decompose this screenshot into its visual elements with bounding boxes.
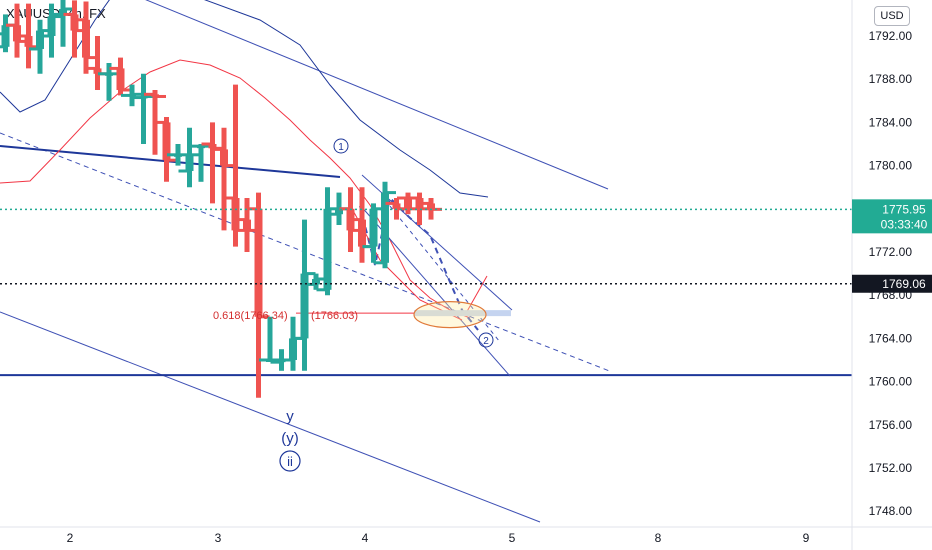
candle xyxy=(109,57,132,96)
time-tick-label: 2 xyxy=(67,531,74,545)
candle-body xyxy=(24,36,33,47)
candle-body xyxy=(392,203,401,209)
time-tick-label: 9 xyxy=(803,531,810,545)
candle-body xyxy=(231,198,240,231)
candle-body xyxy=(162,122,171,161)
channel-lower-line xyxy=(0,311,541,523)
target-zone-ellipse xyxy=(413,301,487,329)
candle-body xyxy=(300,273,309,339)
candle-body xyxy=(36,30,44,49)
price-tick-label: 1752.00 xyxy=(869,461,913,475)
candle-body xyxy=(427,203,435,210)
price-tick-label: 1748.00 xyxy=(869,504,913,518)
candle-body xyxy=(59,9,67,15)
wave-circle-1 xyxy=(333,138,349,154)
price-tick-label: 1780.00 xyxy=(869,159,913,173)
marked-price-label: 1769.06 xyxy=(882,277,926,291)
plot-area: 0.618(1766.34) (1766.03) y (y) ii 1 2 xyxy=(0,0,852,523)
candle xyxy=(155,117,178,182)
fib-label: 0.618(1766.34) xyxy=(213,310,288,322)
channel-upper-line xyxy=(145,0,609,190)
candle-body xyxy=(243,219,251,231)
candle-body xyxy=(185,154,194,171)
price-tick-label: 1772.00 xyxy=(869,245,913,259)
candle-body xyxy=(254,208,263,317)
candle-body xyxy=(208,144,217,149)
time-tick-label: 5 xyxy=(509,531,516,545)
candle xyxy=(132,73,155,144)
candle xyxy=(75,1,97,74)
current-price-tag xyxy=(852,199,932,234)
time-tick-label: 8 xyxy=(655,531,662,545)
candle-body xyxy=(323,208,332,290)
candle xyxy=(167,144,189,166)
price-axis: 1792.001788.001784.001780.001776.001772.… xyxy=(851,0,932,550)
candle-body xyxy=(220,149,228,166)
price-tick-label: 1792.00 xyxy=(869,29,913,43)
wave-label-1: 1 xyxy=(338,142,344,153)
candle xyxy=(17,3,40,69)
candle-body xyxy=(369,208,378,247)
wave-label-y-paren: (y) xyxy=(281,430,299,447)
currency-button[interactable]: USD xyxy=(874,6,910,26)
candle xyxy=(374,181,396,269)
price-tick-label: 1764.00 xyxy=(869,331,913,345)
target-arrow-up xyxy=(464,275,488,316)
candle-body xyxy=(289,338,297,360)
candle-body xyxy=(116,68,125,90)
candle-body xyxy=(1,25,10,47)
current-price-label: 1775.95 xyxy=(882,202,926,216)
candle-body xyxy=(47,16,56,36)
price-tick-label: 1756.00 xyxy=(869,418,913,432)
candle-body xyxy=(381,192,389,263)
countdown-label: 03:33:40 xyxy=(881,217,928,231)
fib-label-overlap: (1766.03) xyxy=(311,310,358,322)
candle-body xyxy=(415,198,424,209)
wave-label-y: y xyxy=(286,408,294,425)
minor-channel-mid xyxy=(384,199,501,343)
candle-body xyxy=(70,14,79,31)
price-tick-label: 1784.00 xyxy=(869,115,913,129)
fib-highlight-box xyxy=(414,310,511,317)
wave-label-2: 2 xyxy=(483,336,489,347)
wave-label-ii: ii xyxy=(287,454,293,469)
marked-price-tag xyxy=(852,274,932,293)
projected-wave-path xyxy=(359,196,479,331)
moving-average xyxy=(0,59,471,319)
candle-body xyxy=(358,219,366,247)
time-axis: 2 3 4 5 8 9 xyxy=(0,526,932,545)
time-tick-label: 3 xyxy=(215,531,222,545)
candle-body xyxy=(312,279,320,285)
candle-body xyxy=(335,208,343,215)
candle-body xyxy=(404,198,412,209)
candle-body xyxy=(82,19,90,58)
candle xyxy=(259,316,281,362)
candle xyxy=(144,90,166,155)
candle-body xyxy=(13,25,21,42)
price-tick-label: 1760.00 xyxy=(869,375,913,389)
time-tick-label: 4 xyxy=(362,531,369,545)
candle-body xyxy=(93,68,102,74)
wave-circle-2 xyxy=(478,332,494,348)
candle xyxy=(178,127,201,188)
candle-body xyxy=(346,208,355,231)
price-tick-label: 1788.00 xyxy=(869,72,913,86)
upper-band xyxy=(0,0,489,198)
wave-circle-ii xyxy=(279,450,301,472)
